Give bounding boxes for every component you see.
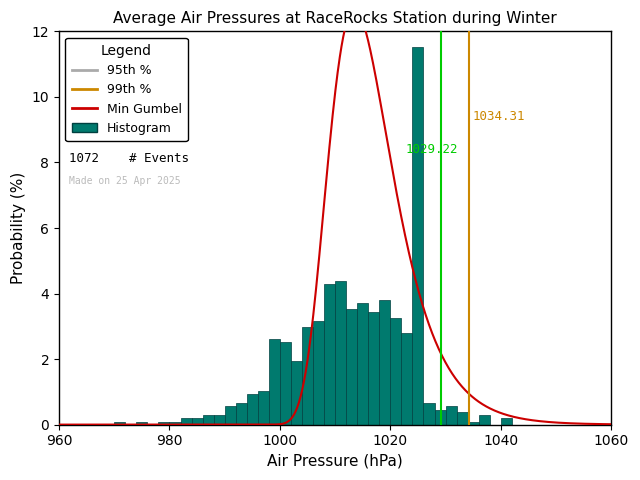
Bar	[247, 394, 258, 425]
Bar	[445, 406, 456, 425]
Bar	[380, 300, 390, 425]
Bar	[435, 409, 445, 425]
Bar	[479, 415, 490, 425]
Bar	[214, 415, 225, 425]
Text: 1029.22: 1029.22	[405, 143, 458, 156]
Bar	[468, 421, 479, 425]
Bar	[180, 419, 191, 425]
Bar	[236, 403, 247, 425]
Bar	[357, 303, 368, 425]
Bar	[203, 415, 214, 425]
Bar	[114, 421, 125, 425]
Bar	[136, 421, 147, 425]
Bar	[412, 47, 424, 425]
Text: Made on 25 Apr 2025: Made on 25 Apr 2025	[68, 176, 180, 186]
X-axis label: Air Pressure (hPa): Air Pressure (hPa)	[268, 454, 403, 469]
Text: 1034.31: 1034.31	[472, 110, 525, 123]
Bar	[191, 419, 203, 425]
Legend: 95th %, 99th %, Min Gumbel, Histogram: 95th %, 99th %, Min Gumbel, Histogram	[65, 38, 188, 141]
Bar	[302, 327, 313, 425]
Bar	[313, 321, 324, 425]
Bar	[269, 339, 280, 425]
Bar	[291, 361, 302, 425]
Bar	[390, 318, 401, 425]
Bar	[368, 312, 380, 425]
Bar	[346, 309, 357, 425]
Bar	[159, 421, 170, 425]
Bar	[225, 406, 236, 425]
Bar	[501, 419, 512, 425]
Bar	[335, 281, 346, 425]
Bar	[456, 412, 468, 425]
Y-axis label: Probability (%): Probability (%)	[11, 172, 26, 284]
Bar	[280, 342, 291, 425]
Bar	[401, 333, 412, 425]
Bar	[424, 403, 435, 425]
Bar	[170, 421, 180, 425]
Bar	[324, 284, 335, 425]
Text: 1072    # Events: 1072 # Events	[68, 152, 189, 165]
Title: Average Air Pressures at RaceRocks Station during Winter: Average Air Pressures at RaceRocks Stati…	[113, 11, 557, 26]
Bar	[258, 391, 269, 425]
